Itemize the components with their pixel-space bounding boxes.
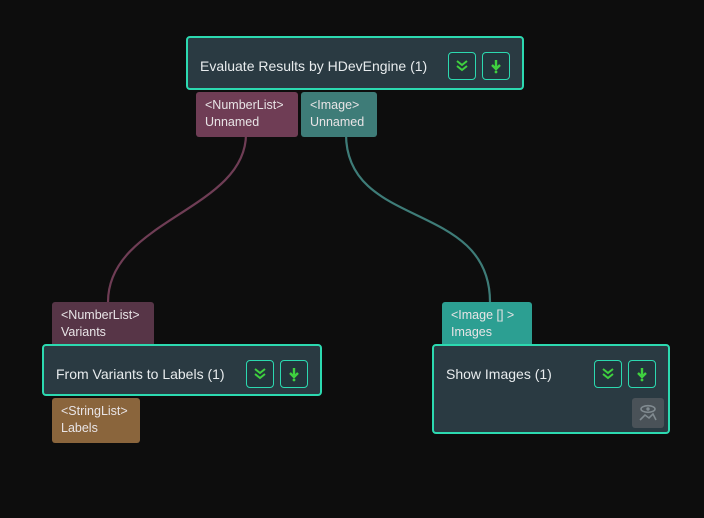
port-name-label: Unnamed [205,114,289,131]
eye-image-icon [637,404,659,422]
expand-button[interactable] [594,360,622,388]
expand-button[interactable] [246,360,274,388]
port-type-label: <NumberList> [61,307,145,324]
port-type-label: <StringList> [61,403,131,420]
port-name-label: Labels [61,420,131,437]
node-title-label: Evaluate Results by HDevEngine (1) [200,58,448,74]
port-out-image[interactable]: <Image> Unnamed [301,92,377,137]
arrow-down-dot-icon [634,366,650,382]
port-out-labels[interactable]: <StringList> Labels [52,398,140,443]
port-type-label: <Image> [310,97,368,114]
port-type-label: <NumberList> [205,97,289,114]
image-preview-thumbnail[interactable] [632,398,664,428]
edge-eval-to-variants [102,134,246,312]
arrow-down-dot-icon [488,58,504,74]
port-name-label: Variants [61,324,145,341]
edge-eval-to-show [346,134,496,312]
run-button[interactable] [482,52,510,80]
node-variants-to-labels[interactable]: From Variants to Labels (1) [42,344,322,396]
edge-path [108,134,246,302]
expand-button[interactable] [448,52,476,80]
edge-path [346,134,490,302]
arrow-down-dot-icon [286,366,302,382]
node-title-label: Show Images (1) [446,366,594,382]
port-in-variants[interactable]: <NumberList> Variants [52,302,154,347]
run-button[interactable] [280,360,308,388]
chevron-double-down-icon [600,366,616,382]
port-in-images[interactable]: <Image [] > Images [442,302,532,347]
port-out-numberlist[interactable]: <NumberList> Unnamed [196,92,298,137]
chevron-double-down-icon [454,58,470,74]
chevron-double-down-icon [252,366,268,382]
port-name-label: Images [451,324,523,341]
node-evaluate-results[interactable]: Evaluate Results by HDevEngine (1) [186,36,524,90]
port-type-label: <Image [] > [451,307,523,324]
port-name-label: Unnamed [310,114,368,131]
run-button[interactable] [628,360,656,388]
node-title-label: From Variants to Labels (1) [56,366,246,382]
